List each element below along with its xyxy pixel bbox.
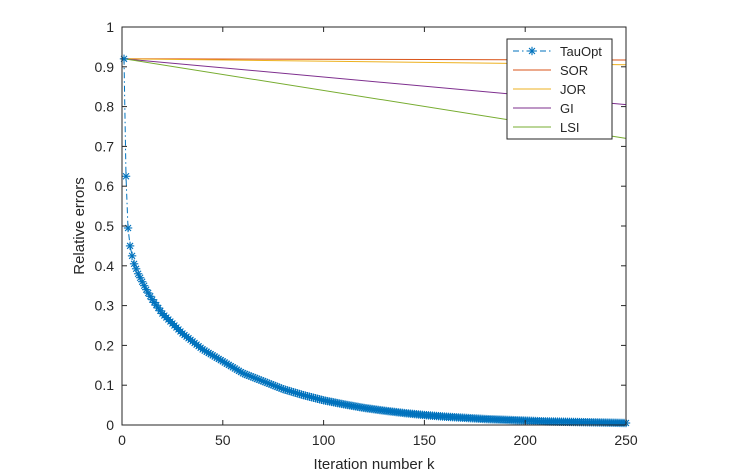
legend-marker-tauopt	[527, 46, 537, 56]
x-tick-label: 0	[118, 432, 126, 448]
y-tick-label: 0.3	[95, 298, 115, 314]
marker-tauopt	[123, 223, 133, 233]
y-tick-label: 0.9	[95, 59, 115, 75]
legend-label-gi: GI	[560, 101, 574, 116]
y-tick-label: 0.1	[95, 377, 115, 393]
y-tick-label: 0.2	[95, 337, 115, 353]
marker-tauopt	[119, 54, 129, 64]
x-tick-label: 250	[614, 432, 638, 448]
legend: TauOpt SOR JOR GI LSI	[506, 38, 613, 140]
legend-label-sor: SOR	[560, 63, 588, 78]
x-axis-label: Iteration number k	[314, 456, 435, 473]
x-tick-label: 150	[413, 432, 437, 448]
series-markers-tauopt	[119, 54, 631, 428]
y-tick-label: 0.4	[95, 258, 115, 274]
legend-label-jor: JOR	[560, 82, 586, 97]
y-axis-label: Relative errors	[71, 177, 88, 275]
x-tick-label: 100	[312, 432, 336, 448]
marker-tauopt	[121, 172, 131, 181]
y-tick-label: 0.6	[95, 178, 115, 194]
y-tick-label: 0.8	[95, 99, 115, 115]
legend-box	[506, 38, 613, 140]
tick-layer: 0 50 100 150 200 250 0 0.1 0.2 0.3 0.4 0.5 0.6 0.7 0.8…	[95, 19, 638, 448]
x-tick-label: 200	[514, 432, 538, 448]
marker-tauopt	[125, 241, 135, 251]
y-tick-label: 1	[106, 19, 114, 35]
x-tick-label: 50	[215, 432, 231, 448]
marker-tauopt	[127, 251, 137, 261]
legend-label-lsi: LSI	[560, 120, 580, 135]
y-tick-label: 0	[106, 417, 114, 433]
y-tick-label: 0.5	[95, 218, 115, 234]
legend-label-tauopt: TauOpt	[560, 44, 602, 59]
y-tick-label: 0.7	[95, 138, 115, 154]
series-layer	[119, 54, 631, 428]
